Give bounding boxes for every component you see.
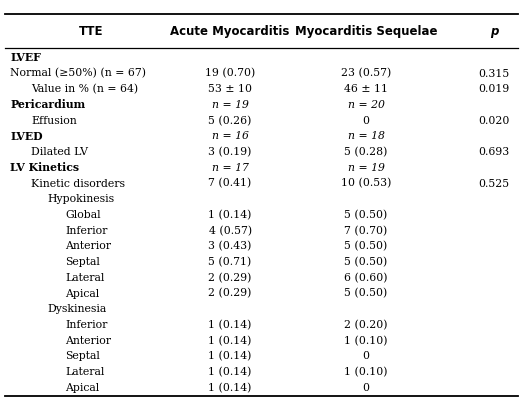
Text: 53 ± 10: 53 ± 10 bbox=[208, 84, 252, 94]
Text: Value in % (n = 64): Value in % (n = 64) bbox=[31, 84, 139, 94]
Text: Acute Myocarditis: Acute Myocarditis bbox=[170, 25, 290, 38]
Text: 0.315: 0.315 bbox=[479, 69, 510, 79]
Text: Dilated LV: Dilated LV bbox=[31, 147, 88, 157]
Text: 0.693: 0.693 bbox=[479, 147, 510, 157]
Text: 23 (0.57): 23 (0.57) bbox=[341, 69, 391, 79]
Text: 5 (0.26): 5 (0.26) bbox=[209, 116, 252, 126]
Text: 5 (0.50): 5 (0.50) bbox=[345, 241, 388, 251]
Text: 5 (0.71): 5 (0.71) bbox=[209, 257, 252, 267]
Text: 5 (0.50): 5 (0.50) bbox=[345, 289, 388, 299]
Text: 1 (0.10): 1 (0.10) bbox=[344, 367, 388, 377]
Text: n = 18: n = 18 bbox=[348, 131, 384, 141]
Text: Anterior: Anterior bbox=[65, 241, 111, 251]
Text: Dyskinesia: Dyskinesia bbox=[47, 304, 106, 314]
Text: 0: 0 bbox=[362, 116, 370, 126]
Text: 5 (0.50): 5 (0.50) bbox=[345, 210, 388, 220]
Text: n = 16: n = 16 bbox=[212, 131, 248, 141]
Text: 5 (0.28): 5 (0.28) bbox=[345, 147, 388, 157]
Text: Inferior: Inferior bbox=[65, 320, 108, 330]
Text: 1 (0.14): 1 (0.14) bbox=[209, 336, 252, 346]
Text: Normal (≥50%) (n = 67): Normal (≥50%) (n = 67) bbox=[10, 69, 146, 79]
Text: 1 (0.14): 1 (0.14) bbox=[209, 351, 252, 361]
Text: Global: Global bbox=[65, 210, 101, 220]
Text: Effusion: Effusion bbox=[31, 116, 77, 126]
Text: Myocarditis Sequelae: Myocarditis Sequelae bbox=[295, 25, 437, 38]
Text: 0.525: 0.525 bbox=[479, 179, 510, 189]
Text: n = 17: n = 17 bbox=[212, 163, 248, 173]
Text: 19 (0.70): 19 (0.70) bbox=[205, 69, 255, 79]
Text: Anterior: Anterior bbox=[65, 336, 111, 346]
Text: p: p bbox=[490, 25, 498, 38]
Text: Hypokinesis: Hypokinesis bbox=[47, 194, 114, 204]
Text: 3 (0.43): 3 (0.43) bbox=[209, 241, 252, 251]
Text: Kinetic disorders: Kinetic disorders bbox=[31, 179, 126, 189]
Text: n = 19: n = 19 bbox=[212, 100, 248, 110]
Text: 2 (0.20): 2 (0.20) bbox=[344, 320, 388, 330]
Text: 2 (0.29): 2 (0.29) bbox=[209, 289, 252, 299]
Text: Pericardium: Pericardium bbox=[10, 100, 86, 110]
Text: 1 (0.10): 1 (0.10) bbox=[344, 336, 388, 346]
Text: n = 20: n = 20 bbox=[348, 100, 384, 110]
Text: 10 (0.53): 10 (0.53) bbox=[341, 179, 391, 189]
Text: 6 (0.60): 6 (0.60) bbox=[344, 273, 388, 283]
Text: Lateral: Lateral bbox=[65, 367, 105, 377]
Text: 2 (0.29): 2 (0.29) bbox=[209, 273, 252, 283]
Text: n = 19: n = 19 bbox=[348, 163, 384, 173]
Text: 5 (0.50): 5 (0.50) bbox=[345, 257, 388, 267]
Text: LVED: LVED bbox=[10, 131, 43, 142]
Text: 4 (0.57): 4 (0.57) bbox=[209, 226, 252, 236]
Text: 0: 0 bbox=[362, 383, 370, 393]
Text: LV Kinetics: LV Kinetics bbox=[10, 162, 79, 173]
Text: 7 (0.70): 7 (0.70) bbox=[345, 226, 388, 236]
Text: 1 (0.14): 1 (0.14) bbox=[209, 383, 252, 393]
Text: 0.020: 0.020 bbox=[479, 116, 510, 126]
Text: Lateral: Lateral bbox=[65, 273, 105, 283]
Text: 7 (0.41): 7 (0.41) bbox=[209, 179, 252, 189]
Text: Apical: Apical bbox=[65, 289, 99, 299]
Text: 1 (0.14): 1 (0.14) bbox=[209, 367, 252, 377]
Text: 3 (0.19): 3 (0.19) bbox=[209, 147, 252, 157]
Text: Apical: Apical bbox=[65, 383, 99, 393]
Text: 0.019: 0.019 bbox=[479, 84, 510, 94]
Text: 1 (0.14): 1 (0.14) bbox=[209, 320, 252, 330]
Text: Septal: Septal bbox=[65, 351, 100, 361]
Text: Inferior: Inferior bbox=[65, 226, 108, 236]
Text: 1 (0.14): 1 (0.14) bbox=[209, 210, 252, 220]
Text: 46 ± 11: 46 ± 11 bbox=[344, 84, 388, 94]
Text: Septal: Septal bbox=[65, 257, 100, 267]
Text: LVEF: LVEF bbox=[10, 52, 41, 63]
Text: 0: 0 bbox=[362, 351, 370, 361]
Text: TTE: TTE bbox=[79, 25, 104, 38]
